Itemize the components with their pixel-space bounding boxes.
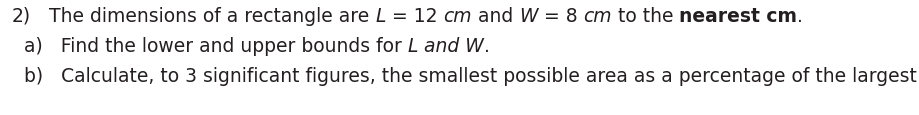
Text: = 8: = 8 [537,7,583,26]
Text: .: . [483,37,490,56]
Text: and W: and W [424,37,483,56]
Text: b)   Calculate, to 3 significant figures, the smallest possible area as a percen: b) Calculate, to 3 significant figures, … [12,66,919,85]
Text: cm: cm [583,7,611,26]
Text: L: L [407,37,418,56]
Text: .: . [797,7,802,26]
Text: = 12: = 12 [385,7,443,26]
Text: The dimensions of a rectangle are: The dimensions of a rectangle are [31,7,375,26]
Text: nearest cm: nearest cm [678,7,797,26]
Text: a)   Find the lower and upper bounds for: a) Find the lower and upper bounds for [12,37,407,56]
Text: cm: cm [443,7,471,26]
Text: 2): 2) [12,7,31,26]
Text: L: L [375,7,385,26]
Text: and: and [471,7,518,26]
Text: to the: to the [611,7,678,26]
Text: W: W [518,7,537,26]
